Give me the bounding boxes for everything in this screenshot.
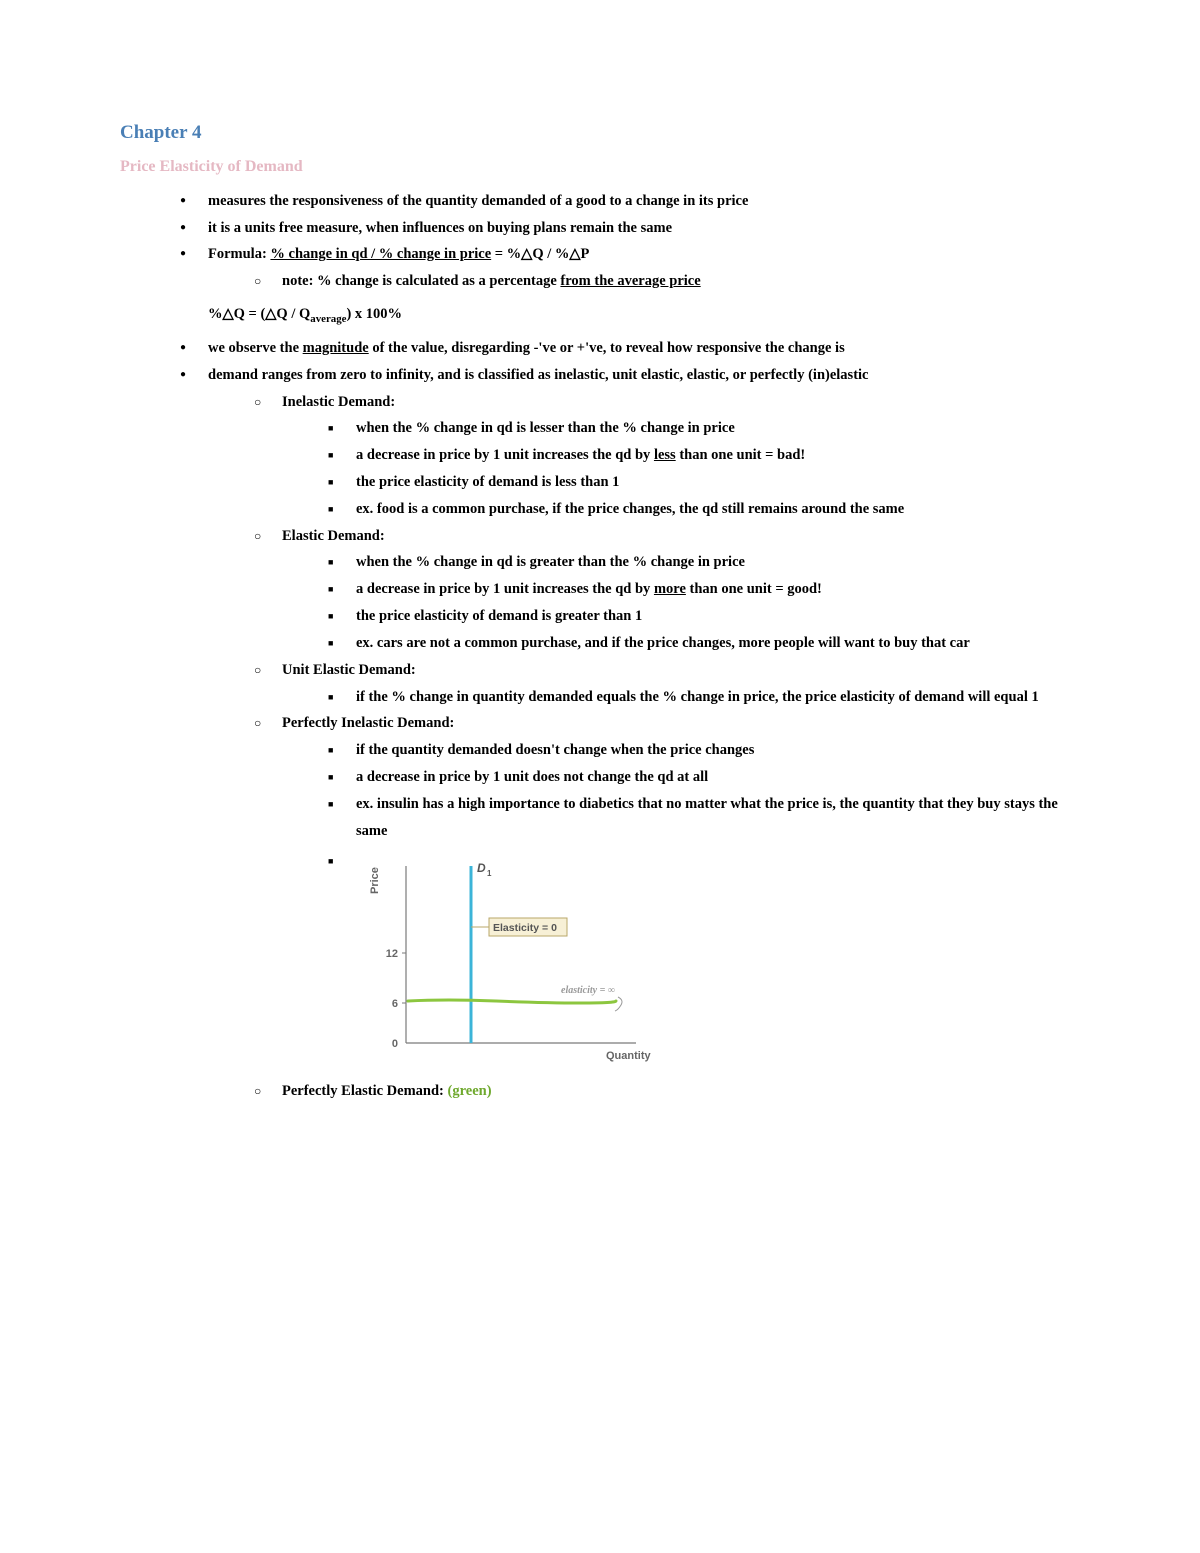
pe-label: Perfectly Elastic Demand: — [282, 1083, 448, 1099]
formula-underline: % change in qd / % change in price — [270, 246, 491, 262]
inelastic-1: when the % change in qd is lesser than t… — [328, 415, 1080, 442]
formula-right: ) x 100% — [346, 306, 402, 322]
elastic-1: when the % change in qd is greater than … — [328, 549, 1080, 576]
pi-3: ex. insulin has a high importance to dia… — [328, 791, 1080, 845]
outline-level-1-cont: we observe the magnitude of the value, d… — [120, 335, 1080, 1105]
svg-text:Elasticity = 0: Elasticity = 0 — [493, 922, 557, 934]
formula-post: = %△Q / %△P — [491, 246, 589, 262]
pi-label: Perfectly Inelastic Demand: — [282, 715, 454, 731]
bullet-magnitude: we observe the magnitude of the value, d… — [180, 335, 1080, 362]
bullet-measures: measures the responsiveness of the quant… — [180, 188, 1080, 215]
inelastic-head: Inelastic Demand: when the % change in q… — [254, 389, 1080, 523]
chapter-title: Chapter 4 — [120, 115, 1080, 150]
pi-1: if the quantity demanded doesn't change … — [328, 737, 1080, 764]
pe-green: (green) — [448, 1083, 492, 1099]
magnitude-pre: we observe the — [208, 340, 303, 356]
inelastic-label: Inelastic Demand: — [282, 394, 395, 410]
outline-level-1: measures the responsiveness of the quant… — [120, 188, 1080, 295]
formula-block: %△Q = (△Q / Qaverage) x 100% — [120, 301, 1080, 329]
bullet-units-free: it is a units free measure, when influen… — [180, 215, 1080, 242]
magnitude-underline: magnitude — [303, 340, 369, 356]
formula-pre: Formula: — [208, 246, 270, 262]
note-underline: from the average price — [560, 273, 700, 289]
bullet-formula: Formula: % change in qd / % change in pr… — [180, 241, 1080, 295]
document-page: Chapter 4 Price Elasticity of Demand mea… — [0, 0, 1200, 1553]
perfectly-inelastic-head: Perfectly Inelastic Demand: if the quant… — [254, 710, 1080, 1078]
formula-sub: average — [310, 313, 346, 325]
formula-left: %△Q = (△Q / Q — [208, 306, 310, 322]
subtitle: Price Elasticity of Demand — [120, 152, 1080, 182]
unit-1: if the % change in quantity demanded equ… — [328, 684, 1080, 711]
el2-pre: a decrease in price by 1 unit increases … — [356, 581, 654, 597]
svg-text:elasticity = ∞: elasticity = ∞ — [561, 985, 615, 996]
elastic-label: Elastic Demand: — [282, 528, 385, 544]
svg-text:Price: Price — [369, 868, 381, 895]
inelastic-3: the price elasticity of demand is less t… — [328, 469, 1080, 496]
svg-text:12: 12 — [386, 948, 398, 960]
elastic-4: ex. cars are not a common purchase, and … — [328, 630, 1080, 657]
in2-post: than one unit = bad! — [676, 447, 806, 463]
bullet-note: note: % change is calculated as a percen… — [254, 268, 1080, 295]
svg-text:1: 1 — [487, 869, 492, 878]
in2-pre: a decrease in price by 1 unit increases … — [356, 447, 654, 463]
svg-text:0: 0 — [392, 1038, 398, 1050]
inelastic-4: ex. food is a common purchase, if the pr… — [328, 496, 1080, 523]
svg-text:6: 6 — [392, 998, 398, 1010]
unit-elastic-head: Unit Elastic Demand: if the % change in … — [254, 657, 1080, 711]
unit-label: Unit Elastic Demand: — [282, 662, 416, 678]
note-pre: note: % change is calculated as a percen… — [282, 273, 560, 289]
magnitude-post: of the value, disregarding -'ve or +'ve,… — [369, 340, 845, 356]
bullet-range: demand ranges from zero to infinity, and… — [180, 362, 1080, 1105]
demand-chart: 12 6 0 Price Quantity D1 Elasticity = 0 elastic… — [356, 848, 656, 1068]
perfectly-elastic-head: Perfectly Elastic Demand: (green) — [254, 1078, 1080, 1105]
pi-chart-bullet: 12 6 0 Price Quantity D1 Elasticity = 0 elastic… — [328, 848, 1080, 1078]
svg-text:D: D — [477, 861, 486, 875]
inelastic-2: a decrease in price by 1 unit increases … — [328, 442, 1080, 469]
range-text: demand ranges from zero to infinity, and… — [208, 367, 869, 383]
el2-post: than one unit = good! — [686, 581, 822, 597]
chart-wrap: 12 6 0 Price Quantity D1 Elasticity = 0 elastic… — [356, 848, 1080, 1078]
el2-u: more — [654, 581, 686, 597]
in2-u: less — [654, 447, 676, 463]
pi-2: a decrease in price by 1 unit does not c… — [328, 764, 1080, 791]
elastic-2: a decrease in price by 1 unit increases … — [328, 576, 1080, 603]
elastic-3: the price elasticity of demand is greate… — [328, 603, 1080, 630]
elastic-head: Elastic Demand: when the % change in qd … — [254, 523, 1080, 657]
svg-text:Quantity: Quantity — [606, 1050, 651, 1062]
